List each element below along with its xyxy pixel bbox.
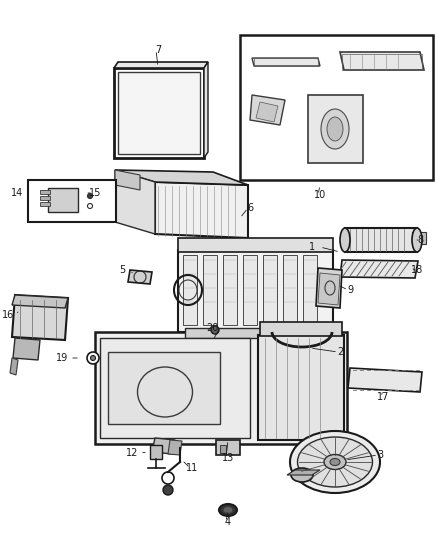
Text: 13: 13 <box>222 453 234 463</box>
Text: 7: 7 <box>155 45 161 55</box>
Ellipse shape <box>412 228 422 252</box>
Bar <box>185 328 325 338</box>
Text: 17: 17 <box>377 392 389 402</box>
Text: 11: 11 <box>186 463 198 473</box>
Bar <box>100 338 250 438</box>
Polygon shape <box>256 102 278 122</box>
Polygon shape <box>287 470 320 475</box>
Bar <box>308 95 363 163</box>
Ellipse shape <box>297 437 372 487</box>
Ellipse shape <box>327 117 343 141</box>
Bar <box>263 255 277 325</box>
Ellipse shape <box>291 468 313 482</box>
Bar <box>40 190 50 194</box>
Text: 1: 1 <box>309 242 315 252</box>
Text: 18: 18 <box>411 265 423 275</box>
Ellipse shape <box>290 431 380 493</box>
Ellipse shape <box>91 356 95 360</box>
Bar <box>183 255 197 325</box>
Polygon shape <box>128 270 152 284</box>
Ellipse shape <box>321 109 349 149</box>
Bar <box>119 73 199 153</box>
Ellipse shape <box>340 228 350 252</box>
Bar <box>260 322 342 336</box>
Bar <box>40 202 50 206</box>
Text: 16: 16 <box>2 310 14 320</box>
Ellipse shape <box>211 326 219 334</box>
Ellipse shape <box>87 352 99 364</box>
Text: 20: 20 <box>206 323 218 333</box>
Bar <box>95 332 347 444</box>
Text: 19: 19 <box>56 353 68 363</box>
Bar <box>254 58 318 66</box>
Bar <box>178 250 333 332</box>
Polygon shape <box>115 170 140 190</box>
Polygon shape <box>318 273 340 305</box>
Bar <box>303 255 317 325</box>
Text: 8: 8 <box>417 235 423 245</box>
Polygon shape <box>316 268 342 308</box>
Polygon shape <box>250 95 285 125</box>
Bar <box>114 68 204 158</box>
Bar <box>220 445 226 453</box>
Bar <box>28 180 116 222</box>
Bar <box>216 440 240 455</box>
Polygon shape <box>115 170 155 234</box>
Bar <box>345 228 417 252</box>
Bar <box>243 255 257 325</box>
Text: 15: 15 <box>89 188 101 198</box>
Text: 4: 4 <box>225 517 231 527</box>
Polygon shape <box>340 260 418 278</box>
Text: 5: 5 <box>119 265 125 275</box>
Polygon shape <box>204 62 208 158</box>
Ellipse shape <box>330 458 340 465</box>
Text: 9: 9 <box>347 285 353 295</box>
Bar <box>178 238 333 252</box>
Ellipse shape <box>219 504 237 516</box>
Bar <box>258 335 344 440</box>
Polygon shape <box>12 295 68 308</box>
Bar <box>240 35 433 180</box>
Polygon shape <box>152 438 175 454</box>
Ellipse shape <box>163 485 173 495</box>
Text: 10: 10 <box>314 190 326 200</box>
Polygon shape <box>12 295 68 340</box>
Text: 12: 12 <box>126 448 138 458</box>
Polygon shape <box>114 62 208 68</box>
Bar <box>48 188 78 212</box>
Bar <box>342 54 422 70</box>
Bar <box>108 352 220 424</box>
Text: 2: 2 <box>337 347 343 357</box>
Bar <box>223 255 237 325</box>
Text: 14: 14 <box>11 188 23 198</box>
Polygon shape <box>155 182 248 238</box>
Bar <box>283 255 297 325</box>
Text: 6: 6 <box>247 203 253 213</box>
Polygon shape <box>348 368 422 392</box>
Polygon shape <box>340 52 424 70</box>
Bar <box>118 72 200 154</box>
Ellipse shape <box>223 506 233 513</box>
Ellipse shape <box>324 455 346 470</box>
Bar <box>203 255 217 325</box>
Bar <box>412 232 426 244</box>
Ellipse shape <box>88 193 92 198</box>
Polygon shape <box>115 170 248 185</box>
Polygon shape <box>252 58 320 66</box>
Text: 3: 3 <box>377 450 383 460</box>
Polygon shape <box>13 338 40 360</box>
Ellipse shape <box>88 204 92 208</box>
Bar <box>150 445 162 459</box>
Polygon shape <box>10 358 18 375</box>
Polygon shape <box>168 440 182 455</box>
Bar <box>40 196 50 200</box>
